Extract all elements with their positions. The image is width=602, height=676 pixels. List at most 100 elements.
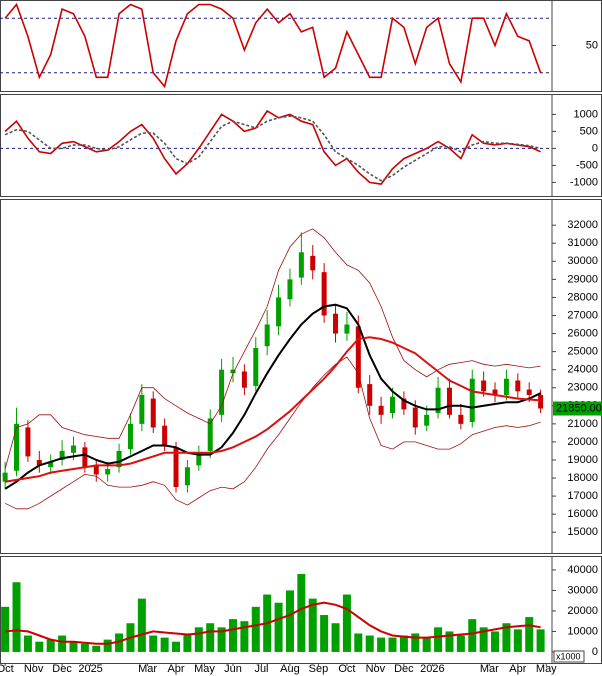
y-tick-label: 15000 <box>567 526 598 538</box>
volume-bar <box>320 615 329 652</box>
candle-body <box>2 472 8 482</box>
volume-bar <box>434 627 443 652</box>
y-tick-label: 23000 <box>567 382 598 394</box>
volume-bar <box>160 637 169 652</box>
candle-body <box>241 371 247 388</box>
y-tick-label: 17000 <box>567 490 598 502</box>
candle-body <box>310 255 316 271</box>
volume-bar <box>206 623 215 652</box>
last-price-label: 21850.00 <box>556 402 602 414</box>
y-tick-label: 1000 <box>574 108 598 120</box>
candle-body <box>139 394 145 424</box>
candle-body <box>116 450 122 468</box>
candle-body <box>378 405 384 415</box>
candle-body <box>526 389 532 395</box>
volume-bar <box>491 631 500 652</box>
candle-body <box>184 467 190 486</box>
y-tick-label: 32000 <box>567 219 598 231</box>
volume-bar <box>399 635 408 652</box>
y-tick-label: 500 <box>580 125 598 137</box>
candle-body <box>82 447 88 468</box>
unit-box <box>553 650 585 663</box>
series-line <box>4 336 541 483</box>
x-tick-label: Oct <box>338 663 355 675</box>
y-tick-label: 31000 <box>567 237 598 249</box>
volume-bar <box>456 635 465 652</box>
volume-bar <box>513 629 522 652</box>
candle-body <box>59 450 65 460</box>
candle-body <box>276 297 282 327</box>
y-tick-label: -1000 <box>570 176 598 188</box>
x-tick-label: Jul <box>254 663 268 675</box>
last-price-box <box>553 401 602 416</box>
candle-body <box>93 465 99 475</box>
volume-bar <box>388 637 397 652</box>
y-tick-label: 0 <box>592 142 598 154</box>
series-line <box>5 601 541 645</box>
volume-bar <box>240 621 249 652</box>
x-tick-label: May <box>194 663 215 675</box>
volume-bar <box>479 627 488 652</box>
volume-bar <box>445 631 454 652</box>
candle-body <box>207 418 213 451</box>
candle-body <box>321 272 327 316</box>
volume-bar <box>502 623 511 652</box>
y-tick-label: 40000 <box>567 564 598 576</box>
candle-body <box>401 398 407 410</box>
volume-bar <box>365 635 374 652</box>
volume-bar <box>274 602 283 652</box>
y-tick-label: 18000 <box>567 472 598 484</box>
candle-body <box>515 380 521 392</box>
candle-body <box>333 313 339 334</box>
candle-body <box>481 380 487 392</box>
y-tick-label: 20000 <box>567 436 598 448</box>
y-tick-label: -500 <box>576 159 598 171</box>
panel-frame <box>0 0 602 92</box>
x-tick-label: Dec <box>394 663 414 675</box>
candle-body <box>367 384 373 406</box>
volume-bar <box>46 639 55 652</box>
candle-body <box>173 447 179 488</box>
x-tick-label: Mar <box>480 663 499 675</box>
y-tick-label: 25000 <box>567 346 598 358</box>
candle-body <box>446 387 452 415</box>
volume-bar <box>468 619 477 652</box>
volume-bar <box>137 598 146 652</box>
series-line <box>4 109 541 185</box>
y-tick-label: 10000 <box>567 625 598 637</box>
candle-body <box>150 398 156 428</box>
candle-body <box>196 452 202 466</box>
series-line <box>4 356 541 510</box>
volume-bar <box>536 629 545 652</box>
volume-bar <box>69 641 78 652</box>
candle-body <box>48 461 54 468</box>
volume-bar <box>422 637 431 652</box>
candle-body <box>14 423 20 471</box>
candle-body <box>538 394 544 409</box>
y-tick-label: 20000 <box>567 605 598 617</box>
volume-bar <box>217 627 226 652</box>
candle-body <box>287 279 293 300</box>
volume-bar <box>12 582 21 652</box>
volume-bar <box>308 598 317 652</box>
volume-bar <box>172 641 181 652</box>
x-tick-label: May <box>536 663 557 675</box>
candle-body <box>503 378 509 395</box>
candle-body <box>389 396 395 414</box>
candle-body <box>219 369 225 415</box>
x-tick-label: Dec <box>52 663 72 675</box>
x-tick-label: Oct <box>0 663 14 675</box>
volume-bar <box>297 574 306 652</box>
candle-body <box>36 459 42 466</box>
volume-bar <box>525 617 534 652</box>
candle-body <box>298 252 304 278</box>
candle-body <box>424 414 430 426</box>
x-tick-label: 2025 <box>78 663 102 675</box>
volume-bar <box>149 635 158 652</box>
unit-label: x1000 <box>556 651 581 661</box>
candle-body <box>162 425 168 446</box>
y-tick-label: 28000 <box>567 291 598 303</box>
x-tick-label: Mar <box>138 663 157 675</box>
y-tick-label: 30000 <box>567 584 598 596</box>
